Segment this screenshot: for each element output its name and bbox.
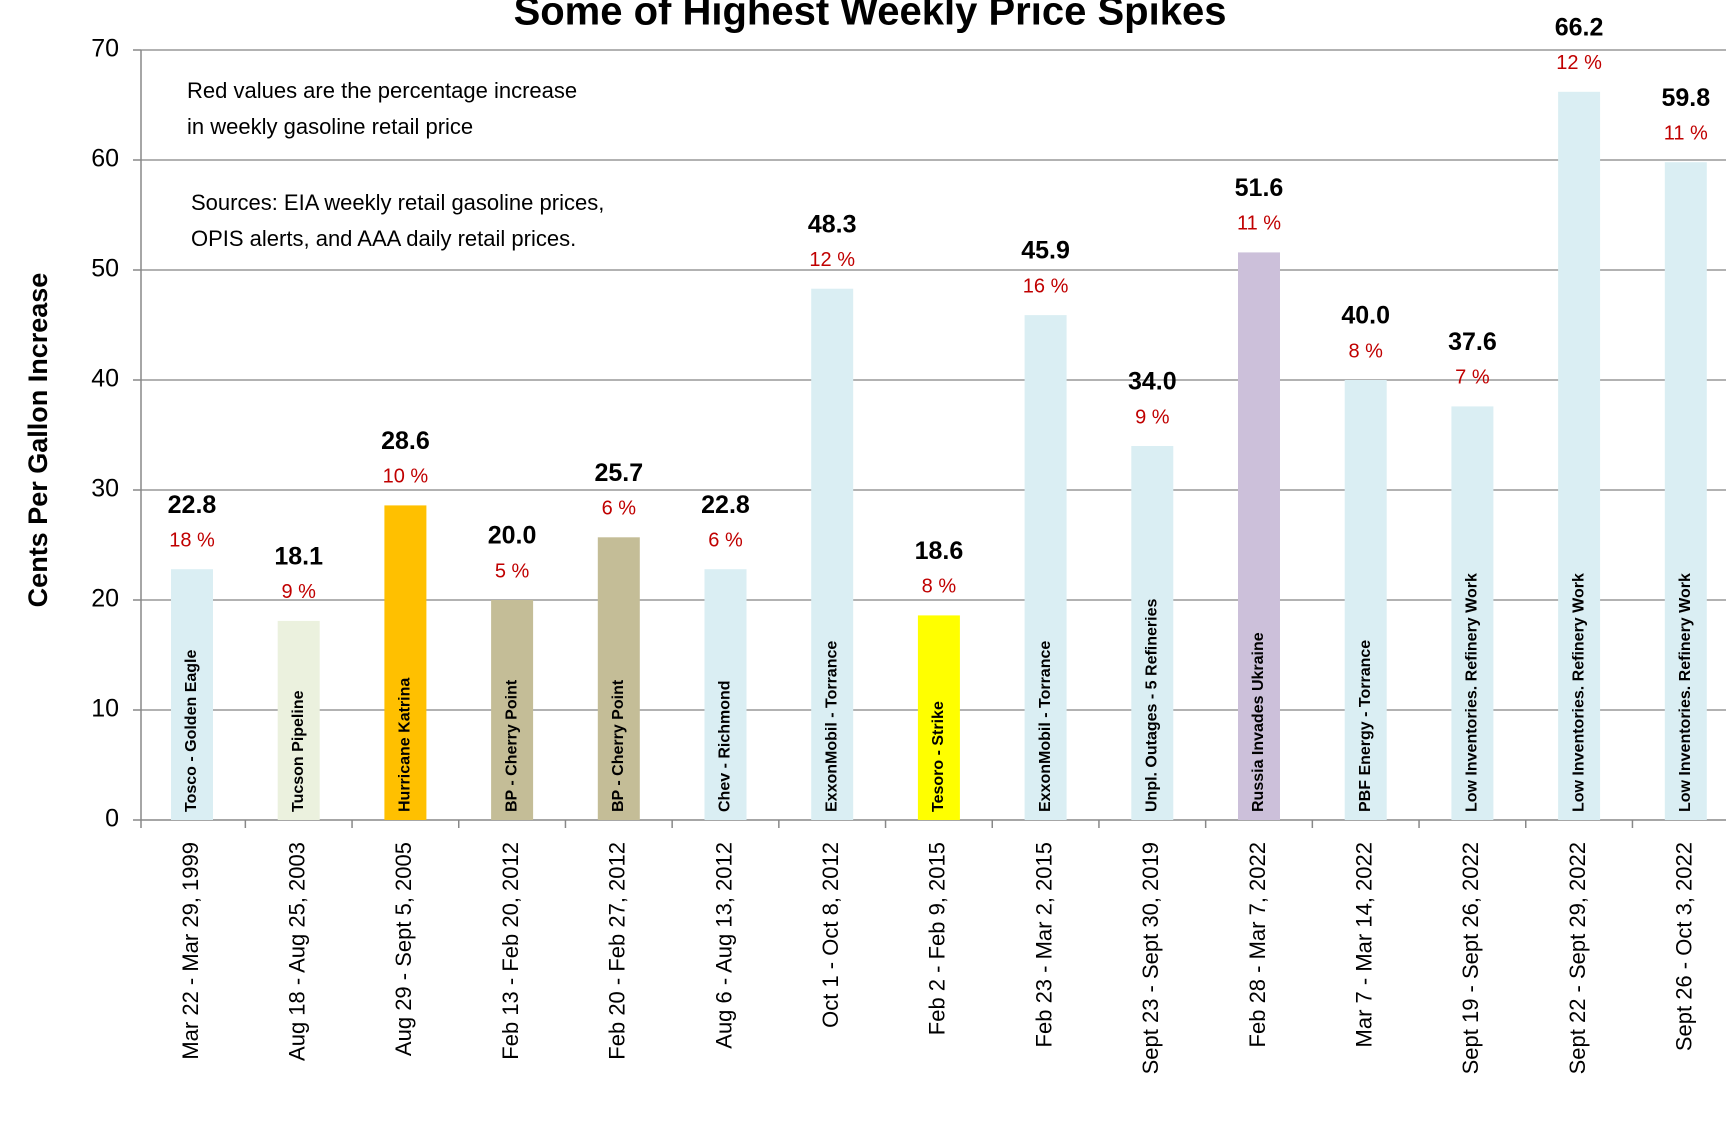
percent-label: 11 % (1237, 213, 1281, 235)
value-label: 18.1 (274, 543, 323, 571)
bar-event-label: ExxonMobil - Torrance (823, 641, 840, 812)
percent-label: 10 % (383, 466, 429, 488)
percent-label: 11 % (1664, 122, 1708, 144)
y-tick-label: 40 (91, 365, 119, 393)
chart-title: Some of Highest Weekly Price Spikes (514, 0, 1227, 34)
percent-label: 8 % (1348, 340, 1383, 362)
bar (1024, 315, 1067, 820)
x-tick-label: Sept 23 - Sept 30, 2019 (1138, 842, 1163, 1074)
bar-event-label: Low Inventories. Refinery Work (1464, 573, 1481, 812)
bar (704, 569, 747, 820)
value-label: 66.2 (1555, 13, 1604, 41)
value-label: 34.0 (1128, 368, 1177, 396)
bar-event-label: BP - Cherry Point (503, 679, 520, 812)
bar (811, 288, 854, 820)
percent-label: 18 % (169, 529, 215, 551)
bar (597, 537, 640, 820)
percent-label: 12 % (809, 249, 855, 271)
bar-event-label: Chev - Richmond (717, 680, 734, 812)
bar (1131, 446, 1174, 820)
x-tick-label: Mar 22 - Mar 29, 1999 (178, 842, 203, 1060)
bar-event-label: Hurricane Katrina (397, 678, 414, 812)
bar (171, 569, 213, 820)
y-tick-label: 60 (91, 145, 119, 173)
bar (277, 620, 320, 820)
bar-event-label: Low Inventories. Refinery Work (1570, 573, 1587, 812)
x-tick-label: Mar 7 - Mar 14, 2022 (1352, 842, 1377, 1047)
bar (1558, 91, 1601, 821)
value-label: 59.8 (1661, 84, 1710, 112)
bar-event-label: PBF Energy - Torrance (1357, 640, 1374, 812)
x-tick-label: Aug 18 - Aug 25, 2003 (285, 842, 310, 1061)
x-tick-label: Aug 29 - Sept 5, 2005 (391, 842, 416, 1056)
x-tick-label: Feb 13 - Feb 20, 2012 (498, 842, 523, 1060)
value-label: 51.6 (1235, 174, 1284, 202)
percent-label: 12 % (1556, 52, 1602, 74)
bar-event-label: Low Inventories. Refinery Work (1677, 573, 1694, 812)
percent-label: 9 % (281, 581, 316, 603)
value-label: 48.3 (808, 210, 857, 238)
x-tick-label: Feb 20 - Feb 27, 2012 (605, 842, 630, 1060)
value-label: 37.6 (1448, 328, 1497, 356)
percent-label: 5 % (495, 560, 530, 582)
bar-event-label: Tesoro - Strike (930, 701, 947, 812)
percent-label: 7 % (1455, 367, 1490, 389)
value-label: 45.9 (1021, 237, 1070, 265)
bar-event-label: Tucson Pipeline (290, 690, 307, 812)
x-tick-label: Oct 1 - Oct 8, 2012 (818, 842, 843, 1028)
percent-label: 9 % (1135, 406, 1170, 428)
percent-label: 6 % (602, 498, 637, 520)
bar (1344, 380, 1387, 820)
annotation: OPIS alerts, and AAA daily retail prices… (191, 226, 576, 251)
bar-event-label: Unpl. Outages - 5 Refineries (1144, 599, 1161, 812)
value-label: 18.6 (915, 537, 964, 565)
percent-label: 16 % (1023, 275, 1069, 297)
value-label: 28.6 (381, 427, 430, 455)
value-label: 25.7 (594, 459, 643, 487)
y-tick-label: 20 (91, 585, 119, 613)
y-tick-label: 70 (91, 35, 119, 63)
annotation: Red values are the percentage increase (187, 78, 577, 103)
value-label: 22.8 (701, 491, 750, 519)
bar (384, 505, 427, 820)
y-axis-title: Cents Per Gallon Increase (23, 273, 53, 608)
x-tick-label: Feb 23 - Mar 2, 2015 (1031, 842, 1056, 1047)
bar (491, 600, 534, 820)
x-tick-label: Feb 2 - Feb 9, 2015 (925, 842, 950, 1035)
y-tick-label: 0 (105, 805, 119, 833)
annotation: in weekly gasoline retail price (187, 114, 473, 139)
percent-label: 6 % (708, 529, 743, 551)
x-tick-label: Sept 22 - Sept 29, 2022 (1565, 842, 1590, 1074)
bar-event-label: BP - Cherry Point (610, 679, 627, 812)
annotation: Sources: EIA weekly retail gasoline pric… (191, 190, 604, 215)
x-tick-label: Sept 19 - Sept 26, 2022 (1458, 842, 1483, 1074)
bar (1664, 162, 1707, 820)
y-tick-label: 30 (91, 475, 119, 503)
x-tick-label: Aug 6 - Aug 13, 2012 (711, 842, 736, 1049)
bar-event-label: ExxonMobil - Torrance (1037, 641, 1054, 812)
value-label: 22.8 (168, 491, 217, 519)
bar-event-label: Russia Invades Ukraine (1250, 632, 1267, 812)
bar (1451, 406, 1494, 820)
y-tick-label: 50 (91, 255, 119, 283)
bar (917, 615, 960, 820)
x-tick-label: Sept 26 - Oct 3, 2022 (1672, 842, 1697, 1051)
bar-event-label: Tosco - Golden Eagle (183, 650, 200, 812)
y-tick-label: 10 (91, 695, 119, 723)
percent-label: 8 % (922, 576, 957, 598)
bar (1238, 252, 1280, 820)
x-tick-label: Feb 28 - Mar 7, 2022 (1245, 842, 1270, 1047)
value-label: 20.0 (488, 522, 537, 550)
value-label: 40.0 (1341, 302, 1390, 330)
